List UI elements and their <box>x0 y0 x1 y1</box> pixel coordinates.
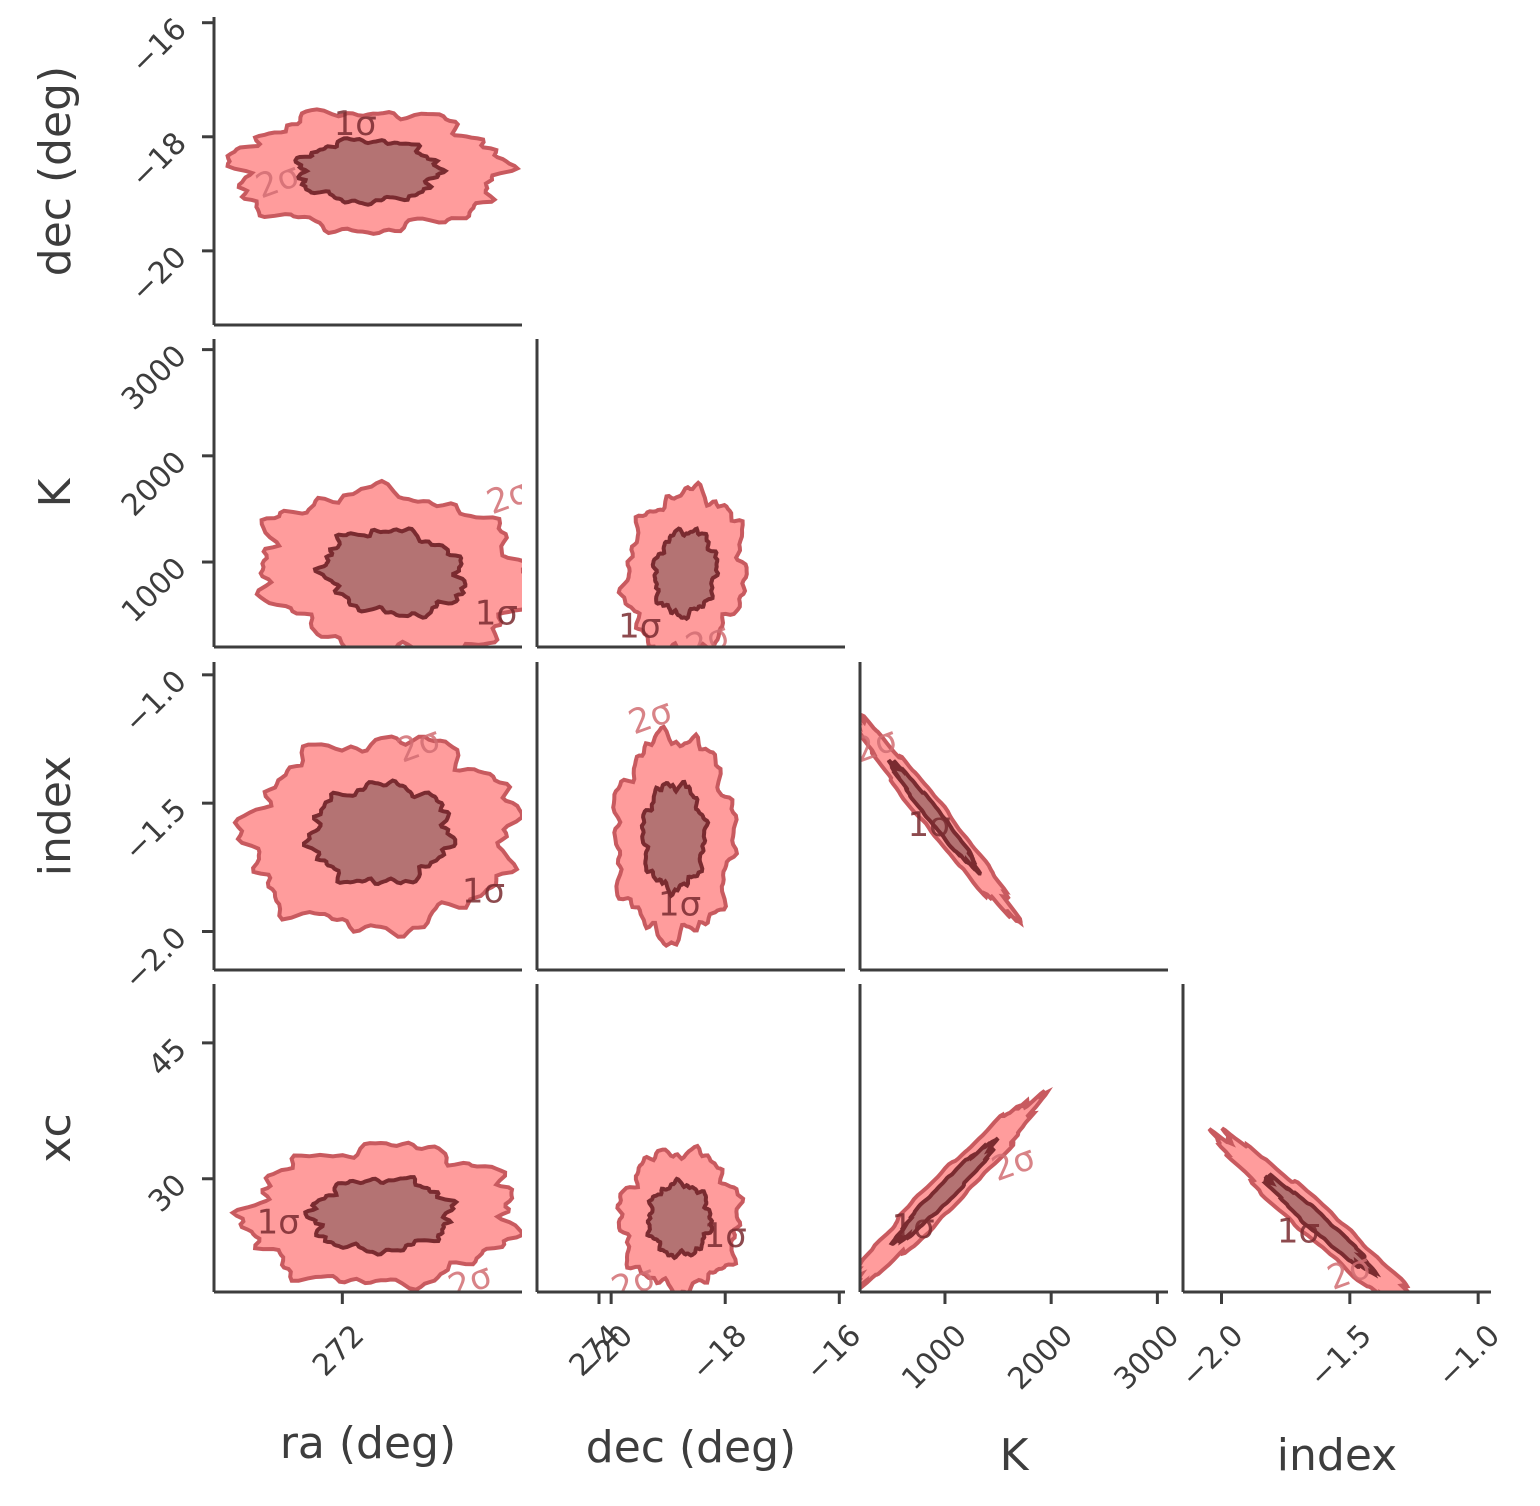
contour-1-sigma <box>888 1136 1000 1246</box>
contour-1-sigma <box>639 779 711 899</box>
y-tick-label: 3000 <box>115 339 194 418</box>
y-tick-label: 45 <box>142 1032 194 1084</box>
x-axis-label: dec (deg) <box>586 1422 796 1473</box>
y-tick-label: −20 <box>124 240 194 310</box>
y-tick-label: −16 <box>124 12 194 82</box>
x-tick-label: −1.0 <box>1431 1318 1507 1394</box>
x-tick-label: −16 <box>799 1318 869 1388</box>
sigma-label: 1σ <box>475 594 518 634</box>
contour-1-sigma <box>293 136 449 207</box>
y-axis-label: xc <box>30 1113 81 1162</box>
sigma-label: 1σ <box>658 884 701 924</box>
y-tick-label: −1.0 <box>117 664 193 740</box>
y-axis-label: dec (deg) <box>30 66 81 276</box>
y-tick-label: 2000 <box>115 445 194 524</box>
y-axis-label: index <box>30 756 81 876</box>
x-tick-label: −1.5 <box>1302 1318 1378 1394</box>
sigma-label: 1σ <box>618 606 661 646</box>
y-tick-label: 30 <box>142 1168 194 1220</box>
sigma-label: 1σ <box>1277 1212 1320 1252</box>
sigma-label: 2σ <box>482 471 536 523</box>
y-tick-label: −2.0 <box>117 920 193 996</box>
x-tick-label: 272 <box>306 1318 371 1383</box>
y-tick-label: 1000 <box>115 551 194 630</box>
contour-1-sigma <box>645 1176 715 1261</box>
sigma-label: 1σ <box>334 104 377 144</box>
y-tick-label: −1.5 <box>117 792 193 868</box>
contour-1-sigma <box>302 778 458 887</box>
sigma-label: 1σ <box>462 872 505 912</box>
contour-1-sigma <box>312 526 468 620</box>
x-tick-label: −2.0 <box>1174 1318 1250 1394</box>
contour-1-sigma <box>650 526 721 622</box>
x-tick-label: 2000 <box>1001 1318 1080 1397</box>
sigma-label: 1σ <box>704 1216 747 1256</box>
contour-1-sigma <box>303 1175 460 1257</box>
sigma-label: 1σ <box>257 1203 300 1243</box>
x-axis-label: index <box>1277 1430 1397 1481</box>
sigma-label: 1σ <box>907 805 950 845</box>
x-axis-label: K <box>1000 1430 1030 1481</box>
sigma-label: 1σ <box>892 1207 935 1247</box>
panel-K-vs-ra: 1σ 2σ <box>254 471 536 647</box>
x-tick-label: 1000 <box>895 1318 974 1397</box>
contour-1-sigma <box>1261 1172 1382 1279</box>
y-tick-label: −18 <box>124 126 194 196</box>
x-tick-label: −18 <box>685 1318 755 1388</box>
x-tick-label: 3000 <box>1108 1318 1187 1397</box>
x-axis-label: ra (deg) <box>280 1418 456 1469</box>
panel-K-vs-dec: 1σ 2σ <box>616 480 749 647</box>
y-axis-label: K <box>30 477 81 507</box>
contour-1-sigma <box>886 758 982 876</box>
